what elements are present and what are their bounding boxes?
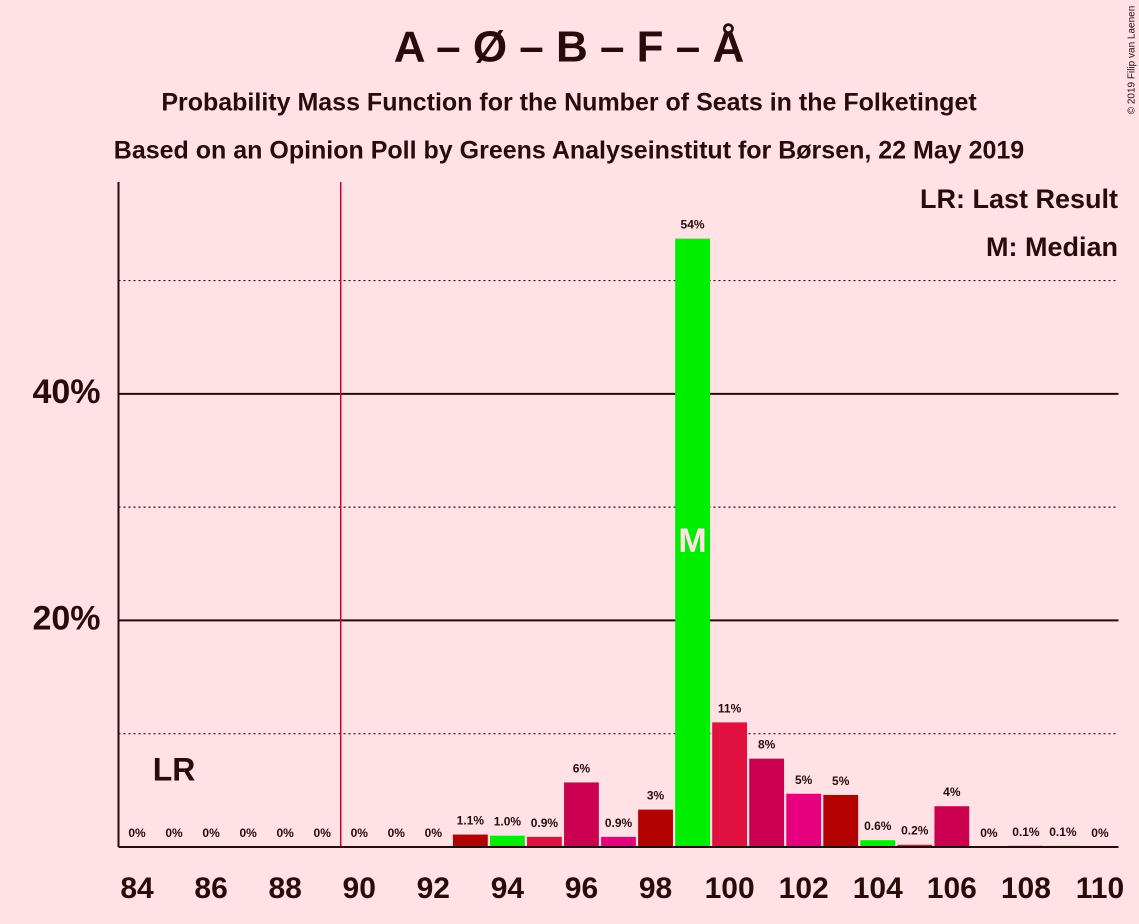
legend-entry: M: Median bbox=[986, 232, 1118, 262]
y-tick-label: 20% bbox=[32, 599, 100, 637]
x-tick-label: 92 bbox=[417, 872, 450, 905]
y-tick-label: 40% bbox=[32, 373, 100, 411]
chart-title: A – Ø – B – F – Å bbox=[394, 23, 744, 72]
bar bbox=[823, 794, 859, 847]
last-result-marker: LR bbox=[153, 751, 196, 787]
value-label: 11% bbox=[718, 701, 742, 715]
value-label: 0% bbox=[314, 826, 332, 840]
bar bbox=[897, 844, 933, 847]
x-tick-label: 106 bbox=[927, 872, 977, 905]
value-label: 0.1% bbox=[1049, 825, 1077, 839]
value-label: 0% bbox=[276, 826, 294, 840]
value-label: 0.1% bbox=[1012, 825, 1040, 839]
value-label: 0.2% bbox=[901, 824, 929, 838]
bar bbox=[638, 809, 673, 847]
value-label: 0% bbox=[128, 826, 146, 840]
x-tick-label: 86 bbox=[194, 872, 227, 905]
value-label: 54% bbox=[681, 218, 705, 232]
bar bbox=[712, 722, 748, 847]
value-label: 0.9% bbox=[531, 816, 559, 830]
bar bbox=[564, 782, 599, 847]
chart-subtitle: Based on an Opinion Poll by Greens Analy… bbox=[114, 137, 1024, 165]
x-tick-label: 102 bbox=[779, 872, 829, 905]
value-label: 6% bbox=[573, 761, 591, 775]
value-label: 0% bbox=[202, 826, 220, 840]
x-tick-label: 96 bbox=[565, 872, 598, 905]
bar bbox=[489, 835, 525, 847]
bar bbox=[452, 834, 488, 847]
value-label: 0.9% bbox=[605, 816, 633, 830]
x-tick-label: 84 bbox=[120, 872, 154, 905]
bar bbox=[749, 758, 785, 847]
value-label: 0% bbox=[388, 826, 406, 840]
value-label: 0% bbox=[239, 826, 257, 840]
bar bbox=[786, 793, 822, 847]
x-tick-label: 88 bbox=[268, 872, 301, 905]
bar bbox=[527, 836, 562, 847]
value-label: 8% bbox=[758, 738, 776, 752]
x-tick-label: 98 bbox=[639, 872, 672, 905]
x-tick-label: 94 bbox=[491, 872, 525, 905]
x-tick-label: 108 bbox=[1001, 872, 1051, 905]
copyright: © 2019 Filip van Laenen bbox=[1127, 6, 1138, 115]
x-tick-label: 104 bbox=[853, 872, 903, 905]
x-tick-label: 110 bbox=[1076, 872, 1124, 905]
chart-subtitle: Probability Mass Function for the Number… bbox=[161, 89, 977, 117]
bar bbox=[675, 238, 710, 848]
x-tick-label: 100 bbox=[705, 872, 755, 905]
value-label: 0% bbox=[425, 826, 443, 840]
value-label: 4% bbox=[943, 785, 961, 799]
value-label: 1.0% bbox=[494, 815, 522, 829]
bar bbox=[860, 840, 896, 847]
legend-entry: LR: Last Result bbox=[920, 184, 1118, 214]
value-label: 3% bbox=[647, 789, 665, 803]
value-label: 5% bbox=[832, 774, 850, 788]
median-marker: M bbox=[678, 522, 706, 560]
value-label: 1.1% bbox=[457, 814, 485, 828]
bar bbox=[601, 836, 636, 847]
value-label: 0% bbox=[165, 826, 183, 840]
bar bbox=[934, 806, 970, 847]
value-label: 0% bbox=[980, 826, 998, 840]
value-label: 0.6% bbox=[864, 819, 892, 833]
x-tick-label: 90 bbox=[343, 872, 376, 905]
value-label: 0% bbox=[351, 826, 369, 840]
value-label: 0% bbox=[1091, 826, 1109, 840]
value-label: 5% bbox=[795, 773, 813, 787]
